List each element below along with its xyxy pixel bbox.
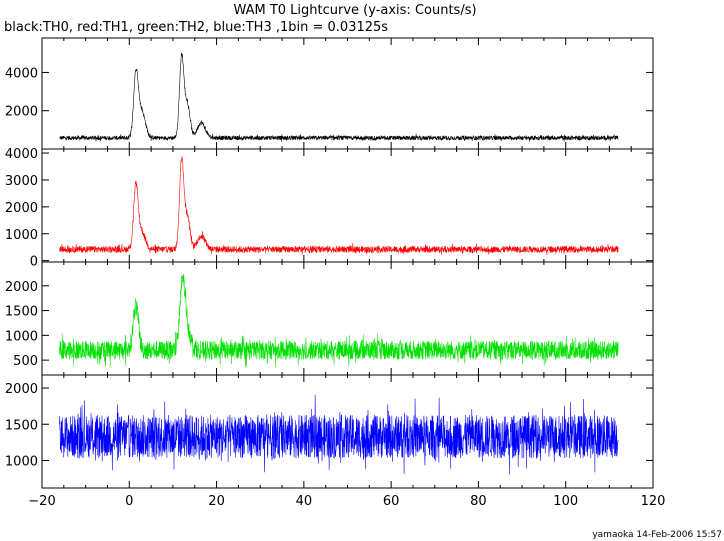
series-line-th1 bbox=[59, 156, 619, 256]
chart-title: WAM T0 Lightcurve (y-axis: Counts/s) bbox=[233, 3, 476, 18]
x-tick-label: 120 bbox=[641, 494, 666, 509]
y-tick-label: 1000 bbox=[5, 228, 38, 243]
x-tick-label: 0 bbox=[125, 494, 133, 509]
y-tick-label: 2000 bbox=[5, 280, 38, 295]
y-tick-label: 0 bbox=[30, 255, 38, 270]
panels-group: 2000400001000200030004000500100015002000… bbox=[5, 37, 666, 509]
series-line-th0 bbox=[59, 52, 619, 142]
y-tick-label: 2000 bbox=[5, 201, 38, 216]
footer-stamp: yamaoka 14-Feb-2006 15:57 bbox=[592, 530, 722, 540]
series-line-th2 bbox=[59, 274, 619, 368]
series-line-th3 bbox=[59, 394, 619, 475]
y-tick-label: 4000 bbox=[5, 66, 38, 81]
y-tick-label: 1000 bbox=[5, 454, 38, 469]
y-tick-label: 3000 bbox=[5, 174, 38, 189]
x-tick-label: 100 bbox=[553, 494, 578, 509]
y-tick-label: 500 bbox=[13, 354, 38, 369]
panel-frame-3 bbox=[41, 261, 654, 376]
x-tick-label: 20 bbox=[208, 494, 225, 509]
x-tick-label: 60 bbox=[383, 494, 400, 509]
x-tick-label: 80 bbox=[470, 494, 487, 509]
y-tick-label: 4000 bbox=[5, 147, 38, 162]
y-tick-label: 1500 bbox=[5, 418, 38, 433]
y-tick-label: 2000 bbox=[5, 105, 38, 120]
x-tick-label: 40 bbox=[296, 494, 313, 509]
x-tick-label: −20 bbox=[28, 494, 55, 509]
y-tick-label: 1500 bbox=[5, 305, 38, 320]
y-tick-label: 1000 bbox=[5, 329, 38, 344]
chart-subtitle: black:TH0, red:TH1, green:TH2, blue:TH3 … bbox=[4, 20, 388, 35]
y-tick-label: 2000 bbox=[5, 382, 38, 397]
